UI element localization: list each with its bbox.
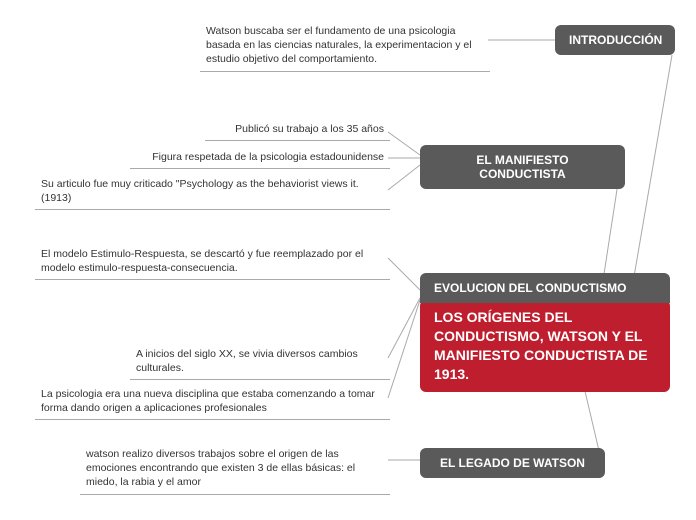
detail-intro-1-text: Watson buscaba ser el fundamento de una … (206, 25, 472, 65)
detail-man-3: Su articulo fue muy criticado "Psycholog… (35, 175, 390, 210)
node-evolucion-label: EVOLUCION DEL CONDUCTISMO (434, 281, 626, 295)
node-introduccion[interactable]: INTRODUCCIÓN (555, 25, 675, 55)
detail-man-1-text: Publicó su trabajo a los 35 años (235, 123, 384, 135)
node-evolucion[interactable]: EVOLUCION DEL CONDUCTISMO (420, 273, 670, 303)
detail-evo-2: A inicios del siglo XX, se vivia diverso… (130, 345, 390, 380)
node-legado-label: EL LEGADO DE WATSON (440, 456, 585, 470)
detail-man-2-text: Figura respetada de la psicologia estado… (152, 151, 384, 163)
detail-man-1: Publicó su trabajo a los 35 años (205, 120, 390, 141)
detail-evo-3: La psicologia era una nueva disciplina q… (35, 385, 390, 420)
detail-evo-1: El modelo Estimulo-Respuesta, se descart… (35, 245, 390, 280)
detail-evo-2-text: A inicios del siglo XX, se vivia diverso… (136, 348, 358, 374)
detail-leg-1: watson realizo diversos trabajos sobre e… (80, 445, 390, 495)
node-legado[interactable]: EL LEGADO DE WATSON (420, 448, 605, 478)
detail-evo-1-text: El modelo Estimulo-Respuesta, se descart… (41, 248, 363, 274)
detail-man-3-text: Su articulo fue muy criticado "Psycholog… (41, 178, 359, 204)
detail-intro-1: Watson buscaba ser el fundamento de una … (200, 22, 490, 72)
detail-evo-3-text: La psicologia era una nueva disciplina q… (41, 388, 375, 414)
node-manifiesto[interactable]: EL MANIFIESTO CONDUCTISTA (420, 145, 625, 189)
node-manifiesto-label: EL MANIFIESTO CONDUCTISTA (476, 153, 568, 181)
central-topic-label: LOS ORÍGENES DEL CONDUCTISMO, WATSON Y E… (434, 309, 648, 382)
detail-man-2: Figura respetada de la psicologia estado… (130, 148, 390, 169)
central-topic[interactable]: LOS ORÍGENES DEL CONDUCTISMO, WATSON Y E… (420, 300, 670, 392)
node-introduccion-label: INTRODUCCIÓN (569, 33, 662, 47)
detail-leg-1-text: watson realizo diversos trabajos sobre e… (86, 448, 355, 488)
